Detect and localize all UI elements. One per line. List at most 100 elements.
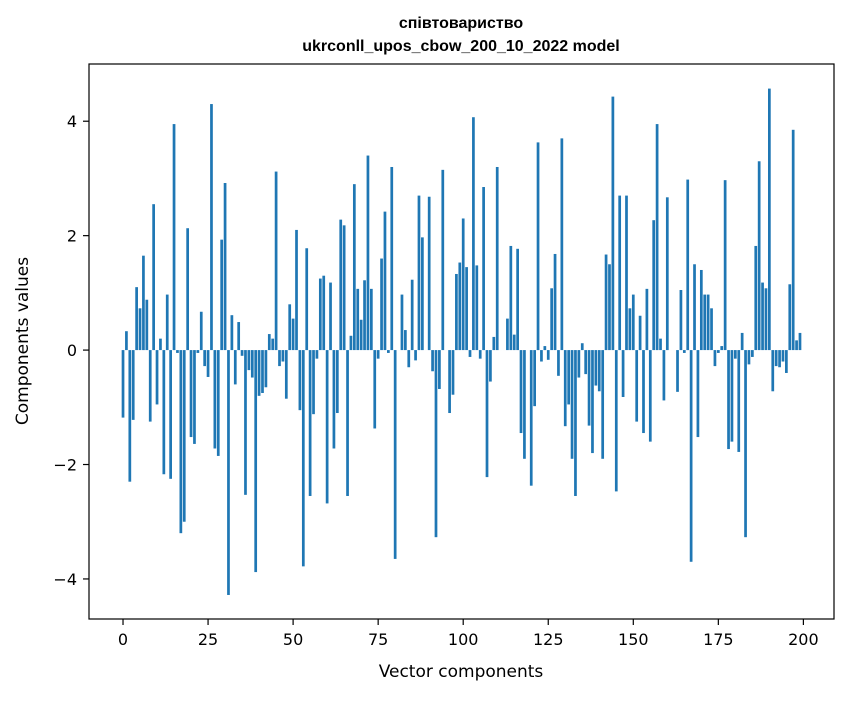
bar-124	[543, 346, 546, 350]
bar-118	[523, 350, 526, 459]
bar-146	[618, 196, 621, 350]
bar-6	[142, 256, 145, 350]
bar-100	[462, 218, 465, 350]
bar-97	[452, 350, 455, 395]
bar-77	[384, 212, 387, 350]
x-tick-label: 125	[533, 630, 564, 649]
bar-117	[520, 350, 523, 433]
bar-90	[428, 197, 431, 350]
bar-26	[210, 104, 213, 350]
bar-102	[469, 350, 472, 357]
bar-128	[557, 350, 560, 376]
bar-135	[581, 343, 584, 350]
bar-182	[741, 333, 744, 350]
bar-159	[663, 350, 666, 400]
bar-47	[282, 350, 285, 361]
bar-143	[608, 264, 611, 350]
y-axis-label: Components values	[13, 257, 33, 425]
bar-62	[333, 350, 336, 448]
bar-93	[438, 350, 441, 389]
bar-34	[237, 322, 240, 350]
bar-75	[377, 350, 380, 359]
bar-149	[629, 308, 632, 350]
bar-30	[224, 183, 227, 350]
bar-32	[231, 315, 234, 350]
bar-85	[411, 280, 414, 350]
x-axis-label: Vector components	[379, 662, 544, 682]
bar-172	[707, 295, 710, 351]
y-tick-label: 0	[67, 341, 77, 360]
bar-122	[537, 142, 540, 350]
chart-title-line2: ukrconll_upos_cbow_200_10_2022 model	[302, 38, 619, 55]
bar-174	[714, 350, 717, 366]
bar-79	[390, 167, 393, 350]
bar-125	[547, 350, 550, 360]
bar-63	[336, 350, 339, 413]
bar-50	[292, 319, 295, 350]
bar-131	[567, 350, 570, 404]
bars-layer	[122, 89, 802, 595]
bar-154	[646, 289, 649, 350]
bar-106	[482, 187, 485, 350]
x-tick-label: 50	[283, 630, 303, 649]
bar-157	[656, 124, 659, 350]
bar-4	[135, 287, 138, 350]
bar-115	[513, 335, 516, 350]
bar-12	[162, 350, 165, 474]
bar-66	[346, 350, 349, 496]
x-tick-label: 150	[618, 630, 649, 649]
bar-137	[588, 350, 591, 426]
bar-28	[217, 350, 220, 456]
bar-171	[703, 295, 706, 351]
bar-17	[179, 350, 182, 533]
bar-180	[734, 350, 737, 359]
bar-191	[771, 350, 774, 391]
x-tick-label: 100	[448, 630, 479, 649]
bar-197	[792, 130, 795, 350]
bar-136	[584, 350, 587, 374]
bar-109	[492, 337, 495, 350]
bar-70	[360, 320, 363, 350]
bar-24	[203, 350, 206, 366]
bar-139	[595, 350, 598, 385]
bar-104	[475, 265, 478, 350]
y-tick-label: 2	[67, 227, 77, 246]
bar-84	[407, 350, 410, 367]
x-tick-label: 75	[368, 630, 388, 649]
bar-151	[635, 350, 638, 422]
bar-175	[717, 350, 720, 353]
bar-120	[530, 350, 533, 486]
bar-52	[299, 350, 302, 410]
bar-96	[448, 350, 451, 413]
bar-165	[683, 350, 686, 353]
bar-45	[275, 172, 278, 351]
x-tick-label: 175	[703, 630, 734, 649]
bar-56	[312, 350, 315, 414]
bar-181	[737, 350, 740, 452]
bar-190	[768, 89, 771, 350]
bar-69	[356, 289, 359, 350]
bar-35	[241, 350, 244, 356]
bar-176	[720, 346, 723, 350]
bar-168	[693, 264, 696, 350]
bar-164	[680, 290, 683, 350]
bar-61	[329, 283, 332, 351]
bar-16	[176, 350, 179, 353]
bar-98	[455, 274, 458, 350]
bar-53	[302, 350, 305, 566]
bar-107	[486, 350, 489, 477]
bar-22	[197, 350, 200, 353]
bar-83	[404, 330, 407, 350]
bar-116	[516, 249, 519, 350]
bar-156	[652, 220, 655, 350]
bar-183	[744, 350, 747, 537]
bar-51	[295, 230, 298, 350]
bar-91	[431, 350, 434, 371]
bar-105	[479, 350, 482, 359]
bar-148	[625, 196, 628, 350]
bar-15	[173, 124, 176, 350]
bar-127	[554, 254, 557, 350]
bar-177	[724, 180, 727, 350]
